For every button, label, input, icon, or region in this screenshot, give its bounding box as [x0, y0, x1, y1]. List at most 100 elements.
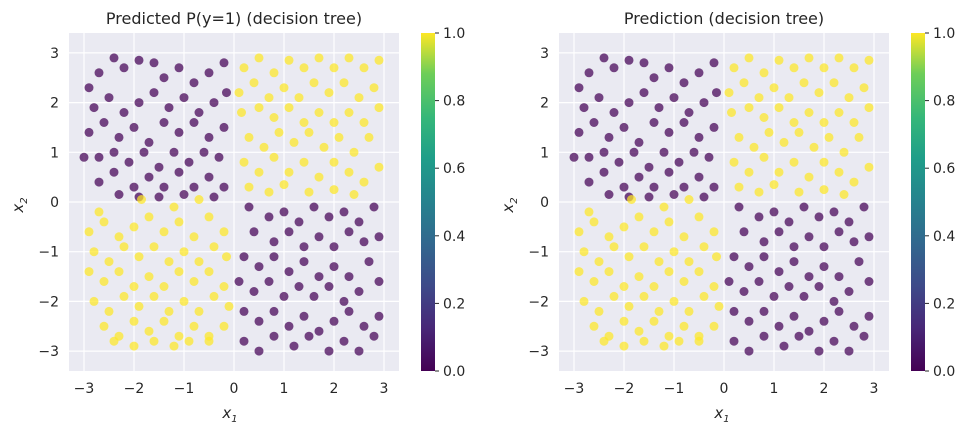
scatter-point: [99, 321, 109, 331]
scatter-point: [589, 321, 599, 331]
scatter-point: [279, 291, 289, 301]
grid: [559, 33, 889, 371]
scatter-point: [814, 88, 824, 98]
scatter-point: [854, 132, 864, 142]
scatter-point: [829, 78, 839, 88]
scatter-point: [189, 118, 199, 127]
scatter-point: [574, 267, 584, 277]
x-tick-label: −2: [124, 381, 145, 397]
x-tick-label: 1: [770, 381, 779, 397]
scatter-point: [119, 63, 129, 73]
scatter-point: [209, 242, 219, 252]
scatter-point: [649, 316, 659, 326]
colorbar-tick-label: 0.8: [933, 94, 955, 110]
scatter-point: [254, 53, 264, 63]
scatter-point: [109, 53, 119, 63]
scatter-point: [284, 55, 294, 65]
scatter-point: [604, 132, 614, 142]
scatter-point: [712, 88, 721, 98]
scatter-point: [734, 202, 744, 212]
scatter-point: [744, 103, 754, 113]
scatter-point: [264, 277, 274, 286]
scatter-point: [669, 93, 679, 103]
scatter-point: [569, 152, 579, 162]
scatter-point: [574, 83, 584, 93]
scatter-point: [689, 147, 699, 157]
scatter-point: [99, 277, 109, 286]
scatter-point: [769, 291, 779, 301]
scatter-point: [269, 237, 279, 247]
scatter-point: [129, 182, 139, 192]
scatter-point: [289, 341, 299, 351]
scatter-point: [254, 346, 264, 356]
scatter-point: [859, 202, 869, 212]
scatter-point: [789, 157, 799, 167]
scatter-point: [694, 68, 704, 78]
scatter-point: [344, 306, 354, 316]
scatter-point: [222, 252, 231, 262]
scatter-point: [839, 190, 849, 199]
scatter-point: [204, 212, 214, 222]
scatter-point: [627, 195, 636, 204]
scatter-point: [739, 287, 749, 296]
scatter-point: [694, 212, 704, 222]
scatter-point: [304, 127, 314, 137]
scatter-point: [609, 242, 619, 252]
scatter-point: [679, 232, 689, 242]
y-axis-label: x2: [499, 197, 520, 213]
colorbar-tick-label: 0.4: [443, 229, 465, 245]
scatter-point: [699, 192, 709, 202]
scatter-point: [729, 252, 739, 262]
scatter-point: [724, 88, 734, 98]
scatter-point: [299, 157, 309, 167]
scatter-point: [684, 195, 694, 204]
scatter-point: [349, 147, 359, 157]
scatter-point: [222, 88, 231, 98]
scatter-point: [129, 341, 139, 351]
scatter-point: [314, 108, 324, 117]
scatter-point: [804, 172, 814, 182]
scatter-point: [204, 267, 214, 277]
scatter-point: [654, 257, 664, 267]
scatter-point: [219, 321, 229, 331]
scatter-point: [189, 232, 199, 242]
scatter-points: [569, 53, 874, 356]
scatter-point: [224, 301, 234, 311]
scatter-point: [584, 152, 594, 162]
scatter-point: [304, 331, 314, 341]
y-tick-labels: −3 −2 −1 0 1 2 3: [528, 46, 549, 360]
scatter-point: [104, 93, 114, 103]
scatter-point: [794, 331, 804, 341]
scatter-point: [829, 336, 839, 346]
scatter-point: [114, 132, 124, 142]
scatter-point: [184, 336, 194, 346]
scatter-point: [594, 306, 604, 316]
scatter-point: [339, 207, 349, 217]
scatter-point: [309, 291, 319, 301]
scatter-point: [839, 147, 849, 157]
scatter-point: [324, 212, 334, 222]
scatter-point: [124, 157, 134, 167]
scatter-point: [219, 227, 229, 237]
scatter-point: [89, 103, 99, 113]
scatter-point: [844, 287, 854, 296]
scatter-point: [734, 132, 744, 142]
scatter-point: [804, 326, 814, 336]
scatter-point: [854, 257, 864, 267]
scatter-point: [759, 331, 769, 341]
scatter-point: [194, 108, 204, 117]
scatter-point: [129, 282, 139, 291]
y-tick-label: −1: [38, 245, 59, 261]
x-tick-label: 3: [380, 381, 389, 397]
scatter-point: [134, 55, 144, 65]
scatter-point: [574, 227, 584, 237]
scatter-point: [819, 63, 829, 73]
scatter-point: [234, 88, 244, 98]
scatter-point: [359, 237, 369, 247]
scatter-point: [269, 113, 279, 122]
scatter-point: [174, 267, 184, 277]
scatter-point: [754, 187, 764, 197]
scatter-point: [299, 118, 309, 127]
scatter-point: [109, 167, 119, 177]
scatter-point: [659, 147, 669, 157]
